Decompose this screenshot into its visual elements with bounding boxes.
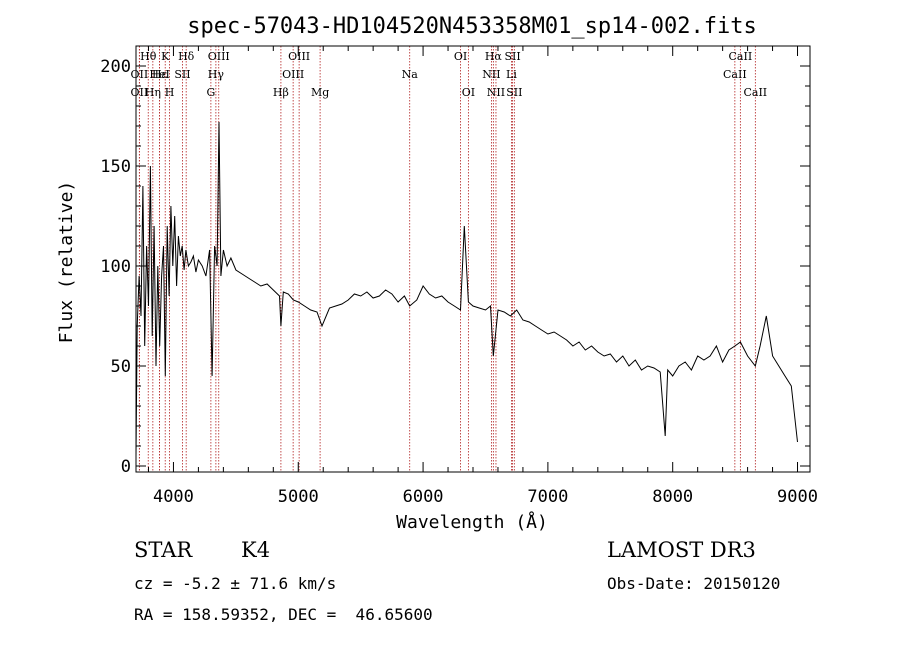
chart-title: spec-57043-HD104520N453358M01_sp14-002.f… [187, 14, 757, 39]
y-tick-label: 100 [100, 257, 131, 277]
y-axis-label: Flux (relative) [56, 181, 77, 344]
survey-name: LAMOST DR3 [607, 538, 756, 562]
spectral-line-label: OIII [282, 68, 304, 81]
x-tick-label: 9000 [777, 487, 818, 507]
y-tick-label: 50 [111, 357, 131, 377]
y-tick-label: 0 [121, 457, 131, 477]
x-tick-label: 7000 [527, 487, 568, 507]
spectral-line-label: Mg [311, 86, 329, 99]
coordinates: RA = 158.59352, DEC = 46.65600 [134, 605, 433, 624]
x-tick-label: 6000 [403, 487, 444, 507]
spectral-line-label: SII [174, 68, 190, 81]
object-class: STAR [134, 538, 193, 562]
x-tick-label: 5000 [278, 487, 319, 507]
spectral-line-label: H [165, 86, 175, 99]
x-axis-ticks: 4000 5000 6000 7000 8000 9000 [147, 46, 818, 507]
obs-date: Obs-Date: 20150120 [607, 574, 780, 593]
x-tick-label: 8000 [652, 487, 693, 507]
spectral-line-label: HeI [149, 68, 169, 81]
spectral-line-label: Hβ [273, 86, 289, 99]
spectral-line-label: Hθ [140, 50, 157, 63]
spectral-line-label: Hα [485, 50, 503, 63]
y-tick-label: 200 [100, 57, 131, 77]
x-axis-label: Wavelength (Å) [396, 511, 548, 533]
spectral-lines-layer [138, 46, 756, 472]
spectral-line-label: G [206, 86, 215, 99]
spectral-line-label: SII [506, 86, 522, 99]
spectral-line-label: Hη [145, 86, 161, 99]
spectral-line-label: Hδ [178, 50, 195, 63]
spectral-line-label: CaII [723, 68, 747, 81]
spectral-line-label: SII [504, 50, 520, 63]
spectral-line-label: OIII [288, 50, 310, 63]
spectral-line-label: NII [482, 68, 500, 81]
object-subclass: K4 [241, 538, 270, 562]
spectral-line-label: OI [454, 50, 467, 63]
spectral-line-label: OII [131, 68, 149, 81]
flux-series-line [135, 121, 798, 457]
spectral-line-label: OIII [208, 50, 230, 63]
spectral-line-label: CaII [743, 86, 767, 99]
spectral-line-label: OI [462, 86, 475, 99]
spectral-line-label: NII [487, 86, 505, 99]
spectral-line-label: CaII [729, 50, 753, 63]
redshift-value: cz = -5.2 ± 71.6 km/s [134, 574, 336, 593]
plot-frame [135, 45, 811, 473]
spectral-line-label: Li [506, 68, 517, 81]
spectral-line-label: OII [131, 86, 149, 99]
x-tick-label: 4000 [153, 487, 194, 507]
spectral-line-label: K [161, 50, 170, 63]
spectral-line-label: Hγ [208, 68, 225, 81]
y-axis-ticks: 0 50 100 150 200 [100, 57, 810, 477]
y-tick-label: 150 [100, 157, 131, 177]
spectral-line-label: Hε [152, 68, 168, 81]
spectral-line-label: Na [402, 68, 419, 81]
